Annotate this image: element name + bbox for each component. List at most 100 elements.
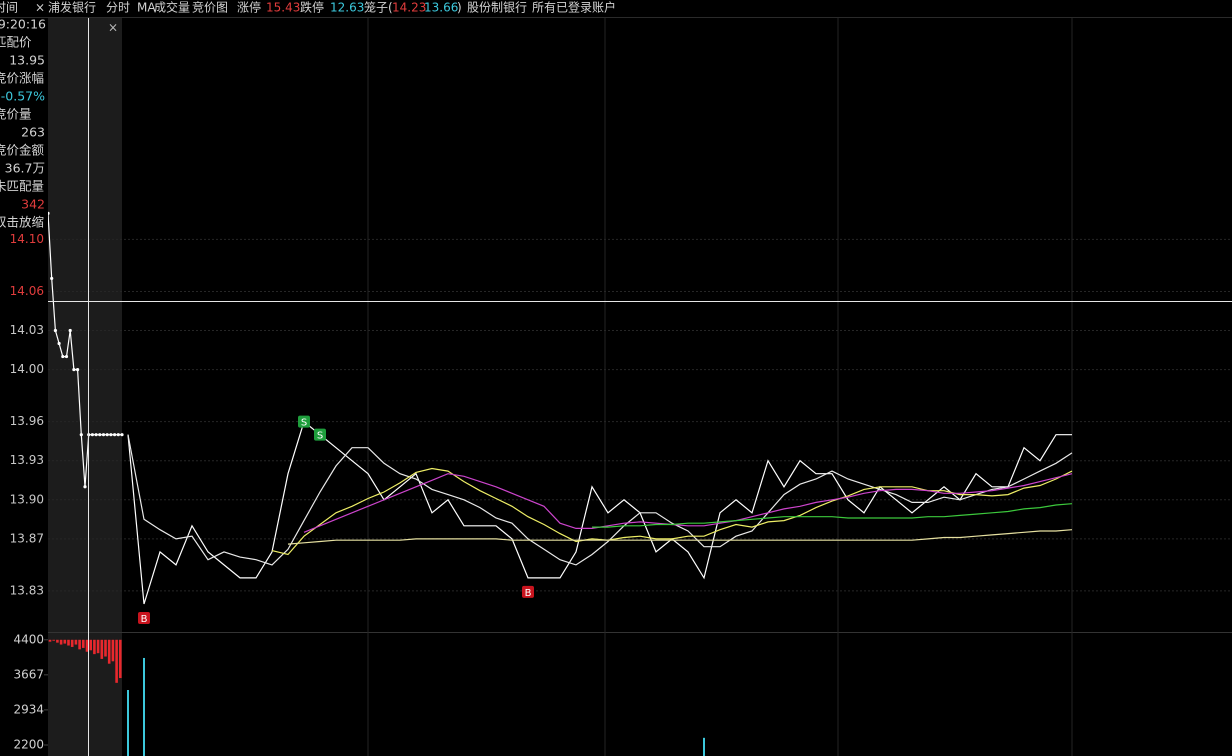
- auction-point: [61, 354, 65, 359]
- volume-bar: [52, 639, 55, 641]
- sector: 股份制银行: [467, 1, 527, 15]
- unmatched-label: 未匹配量: [0, 179, 44, 194]
- volume-bar: [67, 639, 70, 646]
- tab-close[interactable]: ×: [35, 1, 45, 15]
- auction-point: [68, 328, 72, 333]
- tab[interactable]: 竞价图: [192, 1, 228, 15]
- sidebar: 9:20:16 匹配价 13.95 竞价涨幅 -0.57% 竞价量 263 竞价…: [0, 17, 118, 230]
- match-price: 13.95: [9, 53, 45, 68]
- auction-point: [72, 367, 76, 372]
- toolbar-time-label: 时间: [0, 1, 18, 15]
- y-tick-label: 13.83: [10, 583, 44, 597]
- y-tick-label: 14.00: [10, 362, 44, 376]
- y-tick-label: 4400: [13, 632, 44, 646]
- panel-close[interactable]: ×: [108, 21, 118, 35]
- y-tick-label: 2934: [13, 702, 44, 716]
- auction-time: 9:20:16: [0, 17, 46, 32]
- signal-label: B: [525, 588, 532, 599]
- amount-label: 竞价金额: [0, 143, 45, 158]
- volume-bar: [59, 639, 63, 645]
- volume-bar: [104, 639, 107, 657]
- y-tick-label: 13.96: [10, 414, 44, 428]
- auction-point: [76, 367, 80, 372]
- auction-point: [116, 433, 120, 437]
- chart-layer: [48, 211, 124, 489]
- tab[interactable]: 成交量: [154, 0, 190, 15]
- auction-panel: [48, 18, 122, 756]
- auction-point: [98, 433, 102, 437]
- auction-point: [90, 433, 94, 437]
- limit-up-label: 涨停: [237, 0, 261, 15]
- volume-bar: [143, 657, 145, 756]
- chart-layer: [48, 639, 705, 756]
- auction-point: [120, 433, 124, 437]
- limit-up: 15.43: [266, 1, 300, 15]
- price-line: [127, 420, 1072, 605]
- volume-bar: [78, 639, 81, 650]
- volume-bar: [82, 639, 85, 648]
- auction-point: [113, 433, 117, 437]
- change-label: 竞价涨幅: [0, 71, 44, 86]
- unmatched: 342: [21, 197, 45, 212]
- volume-label: 竞价量: [0, 107, 32, 122]
- limit-down: 12.63: [330, 1, 364, 15]
- y-tick-label: 14.06: [10, 284, 44, 298]
- y-tick-label: 2200: [13, 738, 44, 752]
- amount: 36.7万: [5, 161, 45, 176]
- tab[interactable]: 分时: [106, 1, 130, 15]
- volume-bar: [56, 639, 59, 643]
- auction-point: [48, 211, 50, 215]
- volume-bar: [70, 639, 74, 647]
- signal-marker: [298, 415, 310, 428]
- cage-high: 14.23: [392, 1, 426, 15]
- volume-bar: [119, 639, 122, 679]
- zoom-hint: 双击放缩: [0, 215, 44, 230]
- account-selector[interactable]: 所有已登录账户: [532, 0, 616, 15]
- y-tick-label: 3667: [13, 667, 44, 681]
- signal-label: S: [317, 431, 323, 442]
- signal-label: S: [301, 418, 307, 429]
- signal-marker: [314, 428, 326, 441]
- auction-point: [83, 485, 87, 489]
- price-line: [303, 473, 1073, 533]
- toolbar: 时间 × 浦发银行 分时 MA 成交量 竞价图 涨停 15.43 跌停 12.6…: [0, 0, 616, 15]
- volume-bar: [48, 639, 52, 642]
- cage-low: 13.66: [424, 1, 458, 15]
- tab[interactable]: MA: [137, 1, 156, 15]
- volume-bar: [63, 639, 67, 644]
- volume-bar: [74, 639, 78, 645]
- volume-bar: [127, 690, 129, 756]
- auction-point: [105, 433, 109, 437]
- chart-layer: B SS B: [48, 238, 1232, 625]
- volume-bar: [111, 639, 115, 662]
- auction-point: [94, 433, 98, 437]
- auction-point: [64, 354, 69, 359]
- price-line: [127, 434, 1073, 566]
- match-price-label: 匹配价: [0, 35, 32, 50]
- volume: 263: [21, 125, 45, 140]
- volume-bar: [85, 639, 89, 652]
- volume-bar: [89, 639, 92, 651]
- signal-label: B: [141, 614, 148, 625]
- cage-close: ): [457, 1, 462, 15]
- y-tick-label: 13.87: [10, 531, 44, 545]
- volume-bar: [96, 639, 100, 654]
- y-tick-label: 14.10: [10, 232, 44, 246]
- volume-bar: [115, 639, 118, 683]
- auction-point: [101, 433, 106, 437]
- volume-bar: [93, 639, 96, 655]
- limit-down-label: 跌停: [300, 0, 324, 15]
- y-tick-label: 14.03: [10, 323, 44, 337]
- volume-bar: [703, 737, 705, 756]
- y-tick-label: 13.90: [10, 492, 44, 506]
- auction-point: [53, 328, 58, 333]
- stock-name[interactable]: 浦发银行: [48, 0, 96, 15]
- signal-marker: [522, 585, 534, 598]
- price-line: [592, 503, 1073, 528]
- y-tick-label: 13.93: [10, 453, 44, 467]
- signal-marker: [138, 611, 150, 624]
- change: -0.57%: [1, 89, 45, 104]
